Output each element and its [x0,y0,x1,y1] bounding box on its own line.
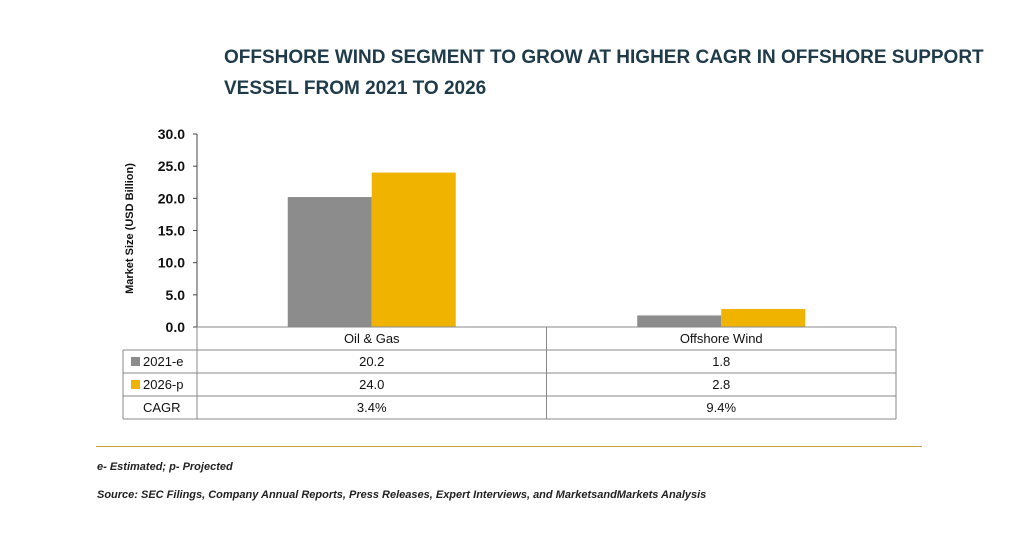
legend-label: 2026-p [143,377,183,392]
y-tick-label: 5.0 [166,287,186,303]
y-tick-label: 30.0 [158,126,185,142]
source-note: Source: SEC Filings, Company Annual Repo… [97,489,707,501]
y-tick-label: 0.0 [166,319,186,335]
chart-title-line-1: OFFSHORE WIND SEGMENT TO GROW AT HIGHER … [224,47,984,68]
legend-swatch-2026-p [131,380,140,389]
data-label: 24.0 [359,377,384,392]
cagr-label: CAGR [143,400,181,415]
bar-chart: 0.0 5.0 10.0 15.0 20.0 25.0 30.0 Market Size (U… [122,126,897,420]
y-axis-label: Market Size (USD Billion) [124,163,136,294]
legend-label: 2021-e [143,354,183,369]
category-label: Offshore Wind [680,331,763,346]
cagr-value: 9.4% [706,400,736,415]
category-label: Oil & Gas [344,331,400,346]
bar-2026-p-0 [371,172,456,327]
bar-2021-e-1 [637,315,722,327]
legend-swatch-2021-e [131,357,140,366]
y-tick-label: 10.0 [158,255,185,271]
data-label: 1.8 [712,354,730,369]
chart-title: OFFSHORE WIND SEGMENT TO GROW AT HIGHER … [224,42,984,104]
y-tick-label: 15.0 [158,223,185,239]
bar-2021-e-0 [287,197,372,327]
y-tick-label: 25.0 [158,158,185,174]
chart-title-line-2: VESSEL FROM 2021 TO 2026 [224,78,487,99]
data-label: 2.8 [712,377,730,392]
y-tick-label: 20.0 [158,190,185,206]
cagr-value: 3.4% [357,400,387,415]
estimate-note: e- Estimated; p- Projected [97,461,233,473]
data-label: 20.2 [359,354,384,369]
footnote-divider [96,446,922,447]
bar-2026-p-1 [721,308,806,327]
